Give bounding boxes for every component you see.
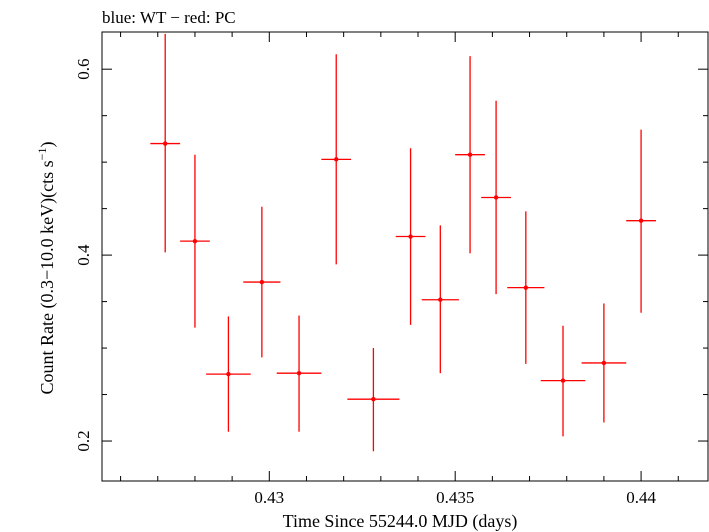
data-points (150, 33, 656, 452)
point-marker (192, 238, 198, 244)
point-marker (438, 297, 443, 302)
point-marker (163, 141, 168, 146)
point-marker (523, 285, 529, 290)
y-axis-title: Count Rate (0.3−10.0 keV)(cts s−1) (35, 142, 58, 395)
data-point (507, 211, 545, 364)
data-point (581, 303, 627, 423)
chart-title: blue: WT − red: PC (102, 8, 236, 27)
data-point (481, 100, 511, 295)
data-point (321, 54, 352, 265)
data-point (150, 33, 181, 253)
plot-border (101, 31, 709, 482)
data-point (540, 325, 586, 437)
y-tick-label: 0.2 (74, 430, 93, 451)
data-point (180, 154, 210, 328)
data-point (206, 316, 251, 432)
x-axis-ticks: 0.43 0.435 0.44 (120, 32, 679, 507)
point-marker (296, 370, 302, 376)
point-marker (467, 152, 473, 157)
point-marker (408, 234, 413, 239)
data-point (395, 148, 426, 325)
y-tick-label: 0.6 (74, 59, 93, 80)
y-axis-title-main: Count Rate (0.3−10.0 keV)(cts s (37, 160, 58, 394)
y-axis-ticks: 0.2 0.4 0.6 (74, 59, 708, 452)
point-marker (493, 195, 499, 200)
y-axis-title-exponent: −1 (35, 148, 49, 161)
data-point (347, 348, 400, 452)
point-marker (560, 378, 566, 383)
plot-frame (101, 31, 709, 482)
data-point (243, 206, 281, 358)
point-marker (601, 360, 607, 366)
x-tick-label: 0.43 (254, 488, 284, 507)
data-point (421, 225, 459, 374)
point-marker (259, 279, 265, 285)
data-point (276, 315, 322, 432)
x-axis-title: Time Since 55244.0 MJD (days) (283, 511, 518, 532)
y-tick-label: 0.4 (74, 244, 93, 266)
point-marker (226, 371, 231, 377)
data-point (455, 56, 485, 254)
data-point (626, 129, 656, 313)
point-marker (371, 396, 376, 402)
x-tick-label: 0.44 (626, 488, 656, 507)
point-marker (638, 218, 644, 223)
y-axis-title-end: ) (37, 142, 58, 148)
x-tick-label: 0.435 (436, 488, 474, 507)
point-marker (334, 157, 339, 162)
